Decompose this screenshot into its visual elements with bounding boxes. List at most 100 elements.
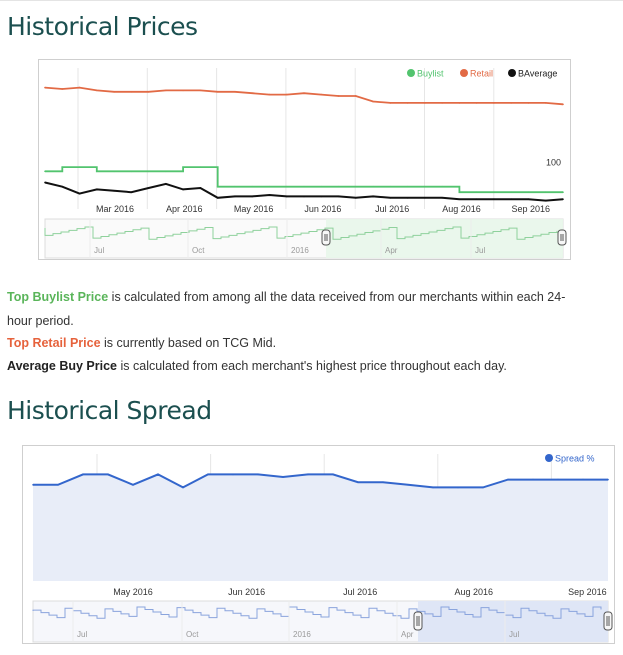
data-point-spread (282, 476, 284, 478)
data-point-buylist (234, 185, 236, 188)
data-point-buylist (182, 166, 184, 168)
data-point-buylist (441, 185, 443, 188)
historical-prices-heading: Historical Prices (7, 12, 198, 41)
data-point-buylist (337, 185, 340, 188)
historical-spread-svg: May 2016 Jun 2016 Jul 2016 Aug 2016 Sep 2016… (32, 454, 613, 643)
data-point-spread (82, 473, 84, 476)
x-tick-label: Sep 2016 (568, 587, 607, 597)
data-point-baverage (165, 183, 167, 185)
data-point-spread (207, 473, 209, 476)
data-point-buylist (268, 185, 271, 188)
data-point-retail (355, 95, 357, 97)
data-point-spread (432, 486, 434, 489)
data-point-buylist (510, 191, 512, 194)
navigator-handle-left (413, 611, 423, 631)
data-point-retail (113, 90, 115, 93)
data-point-retail (216, 90, 219, 93)
data-point-buylist (78, 166, 81, 168)
data-point-buylist (216, 185, 219, 188)
data-point-buylist (285, 185, 288, 188)
retail-description: Top Retail Price is currently based on T… (7, 336, 276, 350)
data-point-retail (389, 102, 392, 104)
navigator-label: Apr (401, 630, 414, 639)
data-point-baverage (337, 195, 340, 198)
data-point-spread (607, 478, 609, 481)
data-point-retail (303, 92, 305, 94)
data-point-baverage (216, 197, 219, 199)
data-point-buylist (458, 191, 461, 194)
data-point-baverage (44, 181, 46, 184)
data-point-buylist (562, 191, 564, 194)
x-tick-label: Jul 2016 (343, 587, 377, 597)
data-point-retail (441, 102, 443, 104)
data-point-buylist (61, 166, 64, 168)
data-point-spread (332, 473, 334, 476)
spread-area (33, 474, 608, 581)
data-point-spread (357, 481, 359, 483)
data-point-buylist (355, 185, 357, 188)
historical-prices-svg: Mar 2016 Apr 2016 May 2016 Jun 2016 Jul 2016… (44, 68, 567, 259)
navigator-handle-left (321, 229, 331, 246)
data-point-baverage (510, 198, 512, 201)
data-point-retail (527, 102, 530, 104)
legend-dot-spread (545, 454, 553, 462)
x-tick-label: Aug 2016 (442, 204, 481, 214)
data-point-retail (406, 102, 409, 104)
navigator-handle-right (603, 611, 613, 631)
data-point-spread (407, 484, 409, 486)
data-point-spread (232, 473, 234, 476)
retail-text: is currently based on TCG Mid. (100, 336, 277, 350)
legend-dot-buylist (407, 69, 415, 77)
data-point-spread (382, 481, 384, 483)
data-point-buylist (389, 185, 392, 188)
data-point-spread (482, 486, 484, 489)
data-point-retail (458, 102, 461, 104)
data-point-buylist (424, 185, 426, 188)
data-point-spread (582, 478, 584, 481)
data-point-retail (562, 103, 564, 106)
data-point-retail (130, 90, 133, 93)
data-point-retail (337, 95, 340, 97)
data-point-baverage (493, 198, 495, 201)
data-point-baverage (78, 192, 81, 195)
data-point-retail (475, 102, 478, 104)
data-point-baverage (303, 195, 305, 198)
data-point-baverage (130, 191, 133, 194)
series-line-buylist (45, 166, 563, 194)
legend-label-retail: Retail (470, 69, 493, 79)
retail-term: Top Retail Price (7, 336, 101, 350)
data-point-spread (457, 486, 459, 489)
data-point-baverage (285, 195, 288, 198)
data-point-baverage (458, 198, 461, 201)
navigator-selection (326, 219, 563, 258)
buylist-description: Top Buylist Price is calculated from amo… (7, 290, 565, 304)
data-point-baverage (199, 187, 202, 189)
navigator-label: Apr (385, 246, 398, 255)
data-point-baverage (475, 198, 478, 201)
data-point-retail (285, 93, 288, 96)
historical-spread-chart: May 2016 Jun 2016 Jul 2016 Aug 2016 Sep 2016… (22, 445, 615, 644)
historical-spread-heading: Historical Spread (7, 396, 212, 425)
x-tick-label: Mar 2016 (96, 204, 134, 214)
data-point-baverage (234, 195, 236, 198)
x-tick-label: Apr 2016 (166, 204, 203, 214)
data-point-baverage (61, 185, 64, 188)
data-point-buylist (251, 185, 253, 188)
data-point-buylist (199, 166, 202, 168)
data-point-retail (320, 93, 323, 96)
buylist-term: Top Buylist Price (7, 290, 109, 304)
data-point-retail (510, 102, 512, 104)
data-point-buylist (96, 170, 98, 173)
navigator-handle-right (557, 229, 567, 246)
x-tick-label: Aug 2016 (455, 587, 494, 597)
data-point-spread (532, 478, 534, 481)
data-point-retail (182, 89, 184, 92)
series-line-spread (33, 473, 608, 489)
data-point-retail (199, 89, 202, 92)
legend-label-baverage: BAverage (518, 69, 557, 79)
data-point-spread (132, 484, 134, 486)
navigator-label: 2016 (293, 630, 311, 639)
data-point-retail (78, 86, 81, 89)
data-point-baverage (96, 188, 98, 191)
data-point-baverage (406, 197, 409, 199)
